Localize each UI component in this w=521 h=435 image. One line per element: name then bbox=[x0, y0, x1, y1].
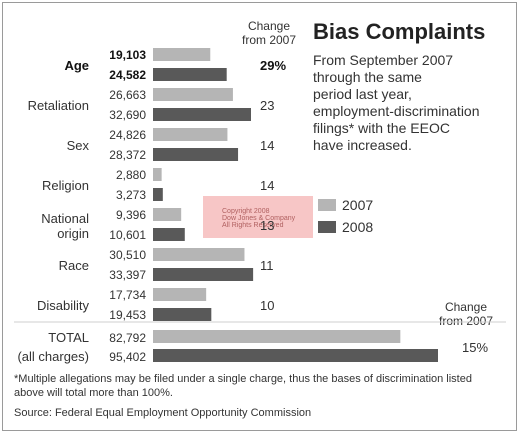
bar-2007-national-origin bbox=[153, 208, 182, 221]
bar-2008-retaliation bbox=[153, 108, 251, 121]
bar-2007-race bbox=[153, 248, 245, 261]
change-religion: 14 bbox=[260, 178, 274, 193]
watermark-text: All Rights Reserved bbox=[222, 222, 284, 229]
chart-description: employment-discrimination bbox=[313, 103, 480, 119]
value-2008-race: 33,397 bbox=[109, 268, 146, 282]
bar-2008-race bbox=[153, 268, 254, 281]
chart-description: have increased. bbox=[313, 137, 412, 153]
chart-title: Bias Complaints bbox=[313, 19, 485, 44]
bar-2007-sex bbox=[153, 128, 228, 141]
value-2008-sex: 28,372 bbox=[109, 148, 146, 162]
bar-2007-total bbox=[153, 330, 401, 343]
legend-label-2008: 2008 bbox=[342, 219, 373, 235]
value-2007-religion: 2,880 bbox=[116, 168, 146, 182]
category-label-retaliation: Retaliation bbox=[28, 98, 89, 113]
change-total: 15% bbox=[462, 340, 488, 355]
category-label-disability: Disability bbox=[37, 298, 90, 313]
value-2008-national-origin: 10,601 bbox=[109, 228, 146, 242]
value-2007-age: 19,103 bbox=[109, 48, 146, 62]
category-label-national-origin: origin bbox=[57, 226, 89, 241]
value-2007-retaliation: 26,663 bbox=[109, 88, 146, 102]
chart-description: filings* with the EEOC bbox=[313, 120, 450, 136]
bar-2007-religion bbox=[153, 168, 162, 181]
footnote: above will total more than 100%. bbox=[14, 387, 173, 399]
bar-2007-age bbox=[153, 48, 211, 61]
chart-description: From September 2007 bbox=[313, 52, 453, 68]
value-2008-religion: 3,273 bbox=[116, 188, 146, 202]
chart-frame bbox=[2, 2, 517, 431]
change-header: from 2007 bbox=[242, 33, 296, 47]
change-age: 29% bbox=[260, 58, 286, 73]
category-label-total: (all charges) bbox=[17, 349, 89, 364]
value-2008-age: 24,582 bbox=[109, 68, 146, 82]
footnote: *Multiple allegations may be filed under… bbox=[14, 373, 472, 385]
source: Source: Federal Equal Employment Opportu… bbox=[14, 407, 311, 419]
category-label-race: Race bbox=[59, 258, 89, 273]
value-2008-retaliation: 32,690 bbox=[109, 108, 146, 122]
bar-2008-age bbox=[153, 68, 227, 81]
bar-2008-disability bbox=[153, 308, 212, 321]
chart-description: through the same bbox=[313, 69, 422, 85]
value-2008-total: 95,402 bbox=[109, 350, 146, 364]
change-sex: 14 bbox=[260, 138, 274, 153]
total-change-header: Change bbox=[445, 300, 487, 314]
value-2007-race: 30,510 bbox=[109, 248, 146, 262]
category-label-religion: Religion bbox=[42, 178, 89, 193]
chart-description: period last year, bbox=[313, 86, 412, 102]
bar-2008-religion bbox=[153, 188, 163, 201]
value-2007-national-origin: 9,396 bbox=[116, 208, 146, 222]
category-label-age: Age bbox=[64, 58, 89, 73]
change-header: Change bbox=[248, 19, 290, 33]
bar-2007-disability bbox=[153, 288, 207, 301]
change-national-origin: 13 bbox=[260, 218, 274, 233]
change-race: 11 bbox=[260, 258, 274, 273]
legend-swatch-2007 bbox=[318, 199, 336, 211]
total-change-header: from 2007 bbox=[439, 314, 493, 328]
value-2007-disability: 17,734 bbox=[109, 288, 146, 302]
watermark-text: Copyright 2008 bbox=[222, 208, 270, 215]
value-2007-total: 82,792 bbox=[109, 331, 146, 345]
category-label-national-origin: National bbox=[41, 211, 89, 226]
bar-2008-sex bbox=[153, 148, 239, 161]
bar-2008-total bbox=[153, 349, 438, 362]
value-2007-sex: 24,826 bbox=[109, 128, 146, 142]
watermark-text: Dow Jones & Company bbox=[222, 215, 296, 222]
bar-2007-retaliation bbox=[153, 88, 233, 101]
bar-2008-national-origin bbox=[153, 228, 185, 241]
legend-swatch-2008 bbox=[318, 221, 336, 233]
change-disability: 10 bbox=[260, 298, 274, 313]
legend-label-2007: 2007 bbox=[342, 197, 373, 213]
category-label-total: TOTAL bbox=[48, 330, 89, 345]
category-label-sex: Sex bbox=[67, 138, 90, 153]
value-2008-disability: 19,453 bbox=[109, 308, 146, 322]
change-retaliation: 23 bbox=[260, 98, 274, 113]
watermark-box bbox=[203, 196, 313, 238]
